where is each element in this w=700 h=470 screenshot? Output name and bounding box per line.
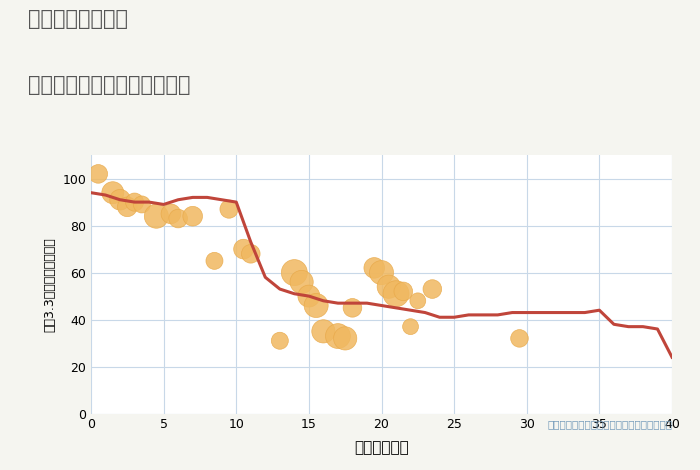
Point: [187, 212, 198, 220]
Point: [303, 292, 314, 300]
Point: [122, 203, 133, 211]
Point: [289, 269, 300, 276]
Point: [383, 283, 394, 290]
Y-axis label: 坪（3.3㎡）単価（万円）: 坪（3.3㎡）単価（万円）: [43, 237, 57, 332]
Point: [274, 337, 286, 345]
Point: [107, 189, 118, 196]
Point: [391, 290, 402, 298]
Point: [150, 212, 162, 220]
Point: [405, 323, 416, 330]
Point: [514, 335, 525, 342]
Point: [427, 285, 438, 293]
Point: [296, 278, 307, 286]
Point: [332, 332, 344, 340]
Text: 築年数別中古マンション価格: 築年数別中古マンション価格: [28, 75, 190, 95]
Point: [114, 196, 126, 204]
Point: [369, 264, 380, 272]
Text: 円の大きさは、取引のあった物件面積を示す: 円の大きさは、取引のあった物件面積を示す: [547, 419, 672, 429]
Point: [238, 245, 249, 253]
Point: [398, 288, 409, 295]
Point: [318, 328, 329, 335]
Point: [165, 210, 176, 218]
Point: [245, 250, 256, 258]
Point: [136, 201, 148, 208]
Point: [346, 304, 358, 312]
Point: [129, 198, 140, 206]
Point: [223, 205, 235, 213]
Point: [340, 335, 351, 342]
Text: 千葉県市原市飯給: 千葉県市原市飯給: [28, 9, 128, 30]
Point: [92, 170, 104, 178]
Point: [412, 297, 423, 305]
Point: [311, 302, 322, 309]
Point: [376, 269, 387, 276]
Point: [209, 257, 220, 265]
X-axis label: 築年数（年）: 築年数（年）: [354, 440, 409, 455]
Point: [172, 215, 183, 222]
